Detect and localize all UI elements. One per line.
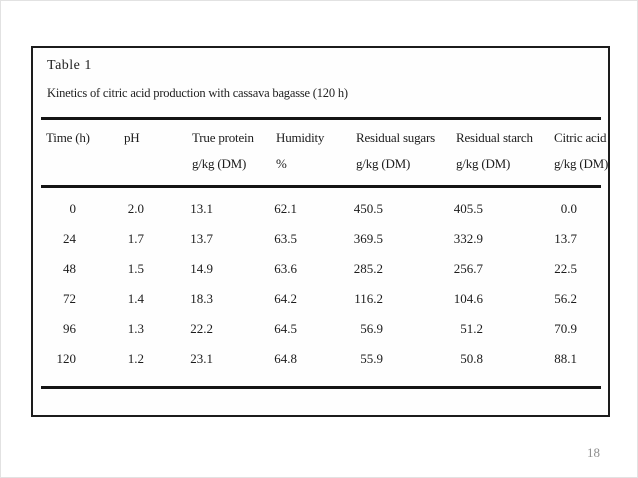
column-name: Residual sugars	[356, 130, 435, 145]
table-cell: 50.8	[460, 351, 483, 366]
table-cell: 1.5	[127, 261, 144, 276]
column-name: Citric acid	[554, 130, 607, 145]
table-cell: 18.3	[190, 291, 213, 306]
table-cell: 332.9	[453, 231, 483, 246]
table-cell: 116.2	[354, 291, 383, 306]
table-row: 120 1.2 23.1 64.8 55.9 50.8 88.1	[41, 344, 601, 374]
table-header-row: Time (h) pH True protein g/kg (DM) Humid…	[41, 120, 609, 188]
column-name: Humidity	[276, 130, 325, 145]
table-cell: 13.7	[554, 231, 577, 246]
table-cell: 64.2	[274, 291, 297, 306]
column-header-residual-sugars: Residual sugars g/kg (DM)	[351, 120, 451, 188]
table-cell: 0	[69, 201, 77, 216]
column-unit: %	[276, 156, 287, 171]
table-cell: 256.7	[453, 261, 483, 276]
column-unit	[46, 156, 119, 171]
table-cell: 51.2	[460, 321, 483, 336]
table-row: 48 1.5 14.9 63.6 285.2 256.7 22.5	[41, 254, 601, 284]
table-cell: 64.8	[274, 351, 297, 366]
table-cell: 23.1	[190, 351, 213, 366]
column-name: Residual starch	[456, 130, 533, 145]
column-name: True protein	[192, 130, 254, 145]
table-cell: 369.5	[353, 231, 383, 246]
column-unit	[124, 156, 187, 171]
table-cell: 48	[63, 261, 76, 276]
table-cell: 14.9	[190, 261, 213, 276]
column-header-residual-starch: Residual starch g/kg (DM)	[451, 120, 549, 188]
table-row: 0 2.0 13.1 62.1 450.5 405.5 0.0	[41, 188, 601, 224]
table-row: 24 1.7 13.7 63.5 369.5 332.9 13.7	[41, 224, 601, 254]
table-cell: 56.2	[554, 291, 577, 306]
table-cell: 104.6	[453, 291, 483, 306]
table-cell: 2.0	[127, 201, 144, 216]
slide-page-number: 18	[587, 445, 600, 460]
column-unit: g/kg (DM)	[192, 156, 247, 171]
table-cell: 63.5	[274, 231, 297, 246]
table-cell: 450.5	[353, 201, 383, 216]
table-cell: 55.9	[360, 351, 383, 366]
column-header-time: Time (h)	[41, 120, 119, 188]
kinetics-table: Time (h) pH True protein g/kg (DM) Humid…	[41, 117, 609, 389]
column-unit: g/kg (DM)	[456, 156, 511, 171]
table-cell: 56.9	[360, 321, 383, 336]
table-cell: 64.5	[274, 321, 297, 336]
table-row: 72 1.4 18.3 64.2 116.2 104.6 56.2	[41, 284, 601, 314]
column-unit: g/kg (DM)	[356, 156, 411, 171]
table-caption: Kinetics of citric acid production with …	[47, 86, 348, 100]
table-cell: 13.7	[190, 231, 213, 246]
table-cell: 1.3	[127, 321, 144, 336]
table-cell: 72	[63, 291, 76, 306]
table-row: 96 1.3 22.2 64.5 56.9 51.2 70.9	[41, 314, 601, 344]
column-header-humidity: Humidity %	[271, 120, 351, 188]
table-cell: 22.2	[190, 321, 213, 336]
column-name: pH	[124, 130, 140, 145]
table-cell: 70.9	[554, 321, 577, 336]
table-cell: 62.1	[274, 201, 297, 216]
table-cell: 1.2	[127, 351, 144, 366]
table-cell: 1.7	[127, 231, 144, 246]
table-cell: 0.0	[560, 201, 577, 216]
table-cell: 24	[63, 231, 76, 246]
table-cell: 1.4	[127, 291, 144, 306]
table-cell: 13.1	[190, 201, 213, 216]
table-label: Table 1	[47, 58, 92, 73]
table-cell: 405.5	[453, 201, 483, 216]
column-header-true-protein: True protein g/kg (DM)	[187, 120, 271, 188]
table-cell: 120	[56, 351, 77, 366]
table-cell: 88.1	[554, 351, 577, 366]
table-cell: 63.6	[274, 261, 297, 276]
table-cell: 22.5	[554, 261, 577, 276]
column-name: Time (h)	[46, 130, 90, 145]
column-header-citric-acid: Citric acid g/kg (DM)	[549, 120, 609, 188]
column-header-ph: pH	[119, 120, 187, 188]
table-cell: 285.2	[353, 261, 383, 276]
table-frame: Table 1 Kinetics of citric acid producti…	[31, 46, 610, 417]
column-unit: g/kg (DM)	[554, 156, 609, 171]
table-cell: 96	[63, 321, 76, 336]
